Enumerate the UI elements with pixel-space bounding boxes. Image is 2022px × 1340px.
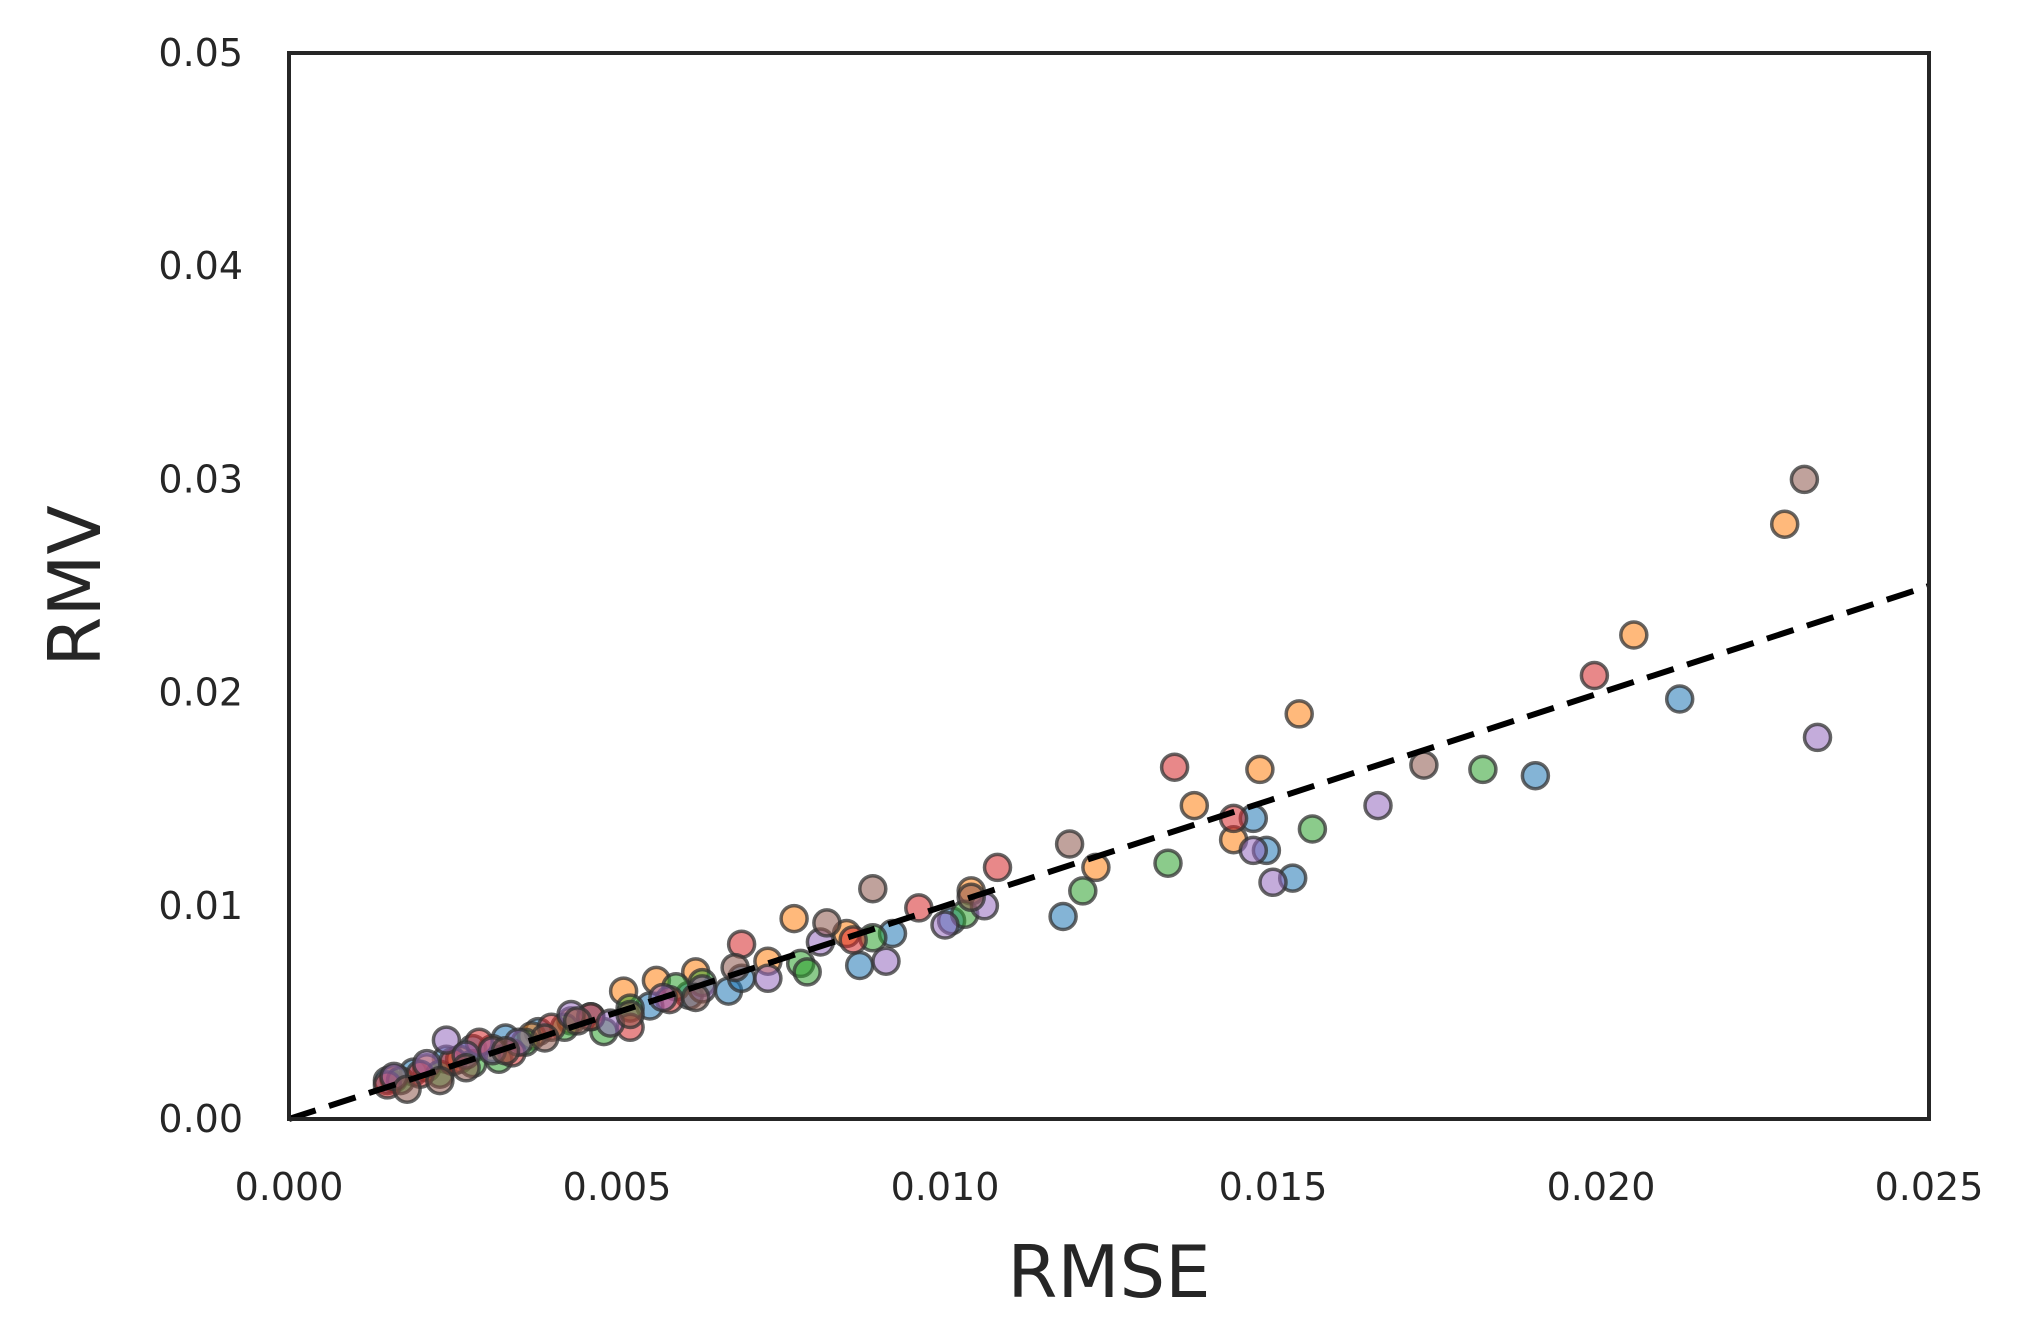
scatter-point bbox=[1218, 803, 1249, 834]
plot-frame bbox=[287, 51, 1931, 1121]
scatter-point bbox=[1769, 509, 1800, 539]
scatter-point bbox=[792, 957, 822, 987]
x-tick-label: 0.010 bbox=[891, 1165, 1000, 1209]
scatter-point bbox=[779, 903, 809, 934]
y-tick-label: 0.02 bbox=[158, 671, 243, 715]
scatter-point bbox=[1789, 464, 1820, 495]
scatter-point bbox=[982, 852, 1013, 883]
y-tick-label: 0.05 bbox=[158, 31, 243, 75]
scatter-point bbox=[1664, 684, 1695, 714]
scatter-point bbox=[871, 946, 901, 976]
scatter-point bbox=[1179, 790, 1210, 821]
plot-area bbox=[289, 53, 1929, 1119]
scatter-point bbox=[753, 963, 783, 994]
x-axis-title: RMSE bbox=[1007, 1230, 1210, 1314]
x-tick-label: 0.015 bbox=[1219, 1165, 1328, 1209]
scatter-point bbox=[1579, 660, 1610, 691]
y-tick-label: 0.04 bbox=[158, 244, 243, 288]
y-axis-ticks: 0.00 0.01 0.02 0.03 0.04 0.05 bbox=[158, 31, 243, 1141]
scatter-point bbox=[858, 873, 888, 904]
reference-line-dashed bbox=[288, 583, 1930, 1122]
y-axis-title: RMV bbox=[33, 505, 117, 666]
scatter-point bbox=[431, 1025, 462, 1055]
scatter-point bbox=[1363, 790, 1393, 821]
x-axis-ticks: 0.000 0.005 0.010 0.015 0.020 0.025 bbox=[235, 1165, 1984, 1209]
x-tick-label: 0.000 bbox=[235, 1165, 344, 1209]
x-tick-label: 0.025 bbox=[1875, 1165, 1984, 1209]
scatter-point bbox=[1802, 722, 1833, 753]
scatter-point bbox=[1048, 901, 1078, 932]
scatter-points bbox=[372, 464, 1833, 1104]
scatter-point bbox=[812, 908, 842, 938]
scatter-point bbox=[1297, 814, 1328, 844]
scatter-point bbox=[1245, 754, 1275, 785]
scatter-point bbox=[1159, 752, 1190, 782]
x-tick-label: 0.005 bbox=[563, 1165, 672, 1209]
x-tick-label: 0.020 bbox=[1547, 1165, 1656, 1209]
scatter-point bbox=[1520, 760, 1551, 791]
y-tick-label: 0.00 bbox=[158, 1097, 243, 1141]
scatter-point bbox=[844, 950, 875, 981]
y-tick-label: 0.03 bbox=[158, 457, 243, 501]
scatter-point bbox=[1284, 699, 1314, 729]
scatter-point bbox=[1054, 829, 1085, 859]
scatter-point bbox=[1153, 848, 1183, 878]
scatter-point bbox=[1238, 835, 1269, 866]
scatter-point bbox=[392, 1074, 422, 1104]
scatter-point bbox=[930, 910, 960, 940]
scatter-point bbox=[1258, 867, 1288, 898]
scatter-point bbox=[1619, 620, 1649, 650]
scatter-point bbox=[1068, 876, 1098, 906]
scatter-point bbox=[1468, 754, 1498, 785]
y-tick-label: 0.01 bbox=[158, 884, 243, 928]
